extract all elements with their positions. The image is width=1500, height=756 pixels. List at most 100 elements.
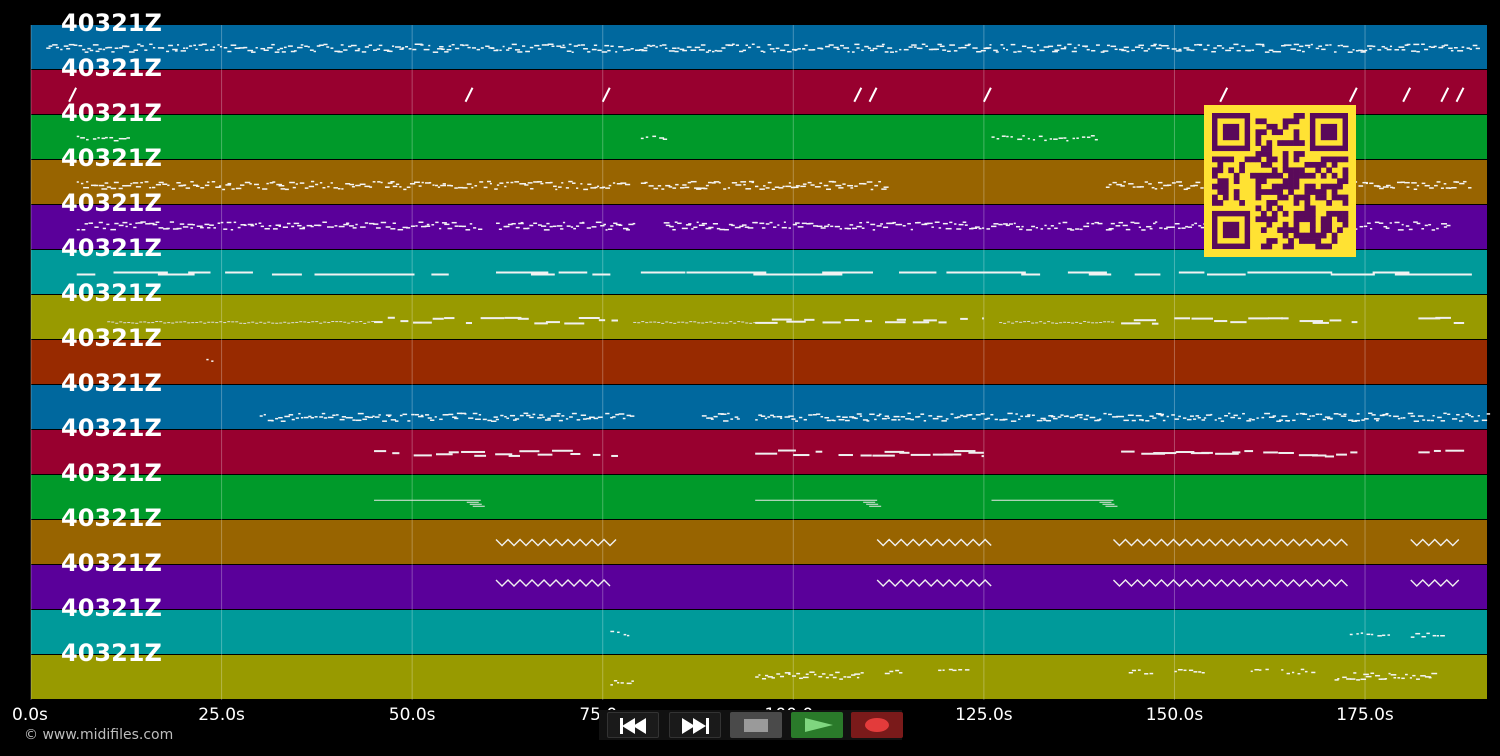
note-cluster xyxy=(76,180,631,191)
track-label: 40321Z xyxy=(61,9,162,37)
track-label: 40321Z xyxy=(61,369,162,397)
track-lane xyxy=(31,565,1487,609)
track-label: 40321Z xyxy=(61,639,162,667)
note-cluster xyxy=(1121,450,1358,458)
note-cluster xyxy=(1121,317,1358,325)
track-label: 40321Z xyxy=(61,279,162,307)
fast-forward-icon xyxy=(682,718,709,734)
note-cluster xyxy=(755,449,984,458)
note-cluster xyxy=(892,221,1103,231)
note-cluster xyxy=(1410,579,1460,587)
note-cluster xyxy=(107,321,375,324)
note-cluster xyxy=(206,358,214,362)
rewind-button[interactable] xyxy=(607,712,659,738)
note-cluster xyxy=(1348,87,1358,103)
track-lane xyxy=(31,520,1487,564)
note-cluster xyxy=(374,449,618,457)
note-cluster xyxy=(982,87,992,103)
note-cluster xyxy=(496,271,611,276)
note-cluster xyxy=(1112,579,1348,587)
note-cluster xyxy=(1418,316,1465,325)
note-cluster xyxy=(1410,632,1445,638)
note-cluster xyxy=(868,87,878,103)
note-cluster xyxy=(374,499,485,507)
track-label: 40321Z xyxy=(61,324,162,352)
fast-forward-button[interactable] xyxy=(669,712,721,738)
time-tick-label: 0.0s xyxy=(12,705,48,725)
track-label: 40321Z xyxy=(61,234,162,262)
note-cluster xyxy=(755,317,984,324)
note-cluster xyxy=(999,321,1115,324)
note-cluster xyxy=(876,538,992,547)
time-tick-label: 25.0s xyxy=(198,705,245,725)
note-cluster xyxy=(663,221,895,231)
note-cluster xyxy=(1455,87,1465,103)
note-cluster xyxy=(1402,87,1412,103)
note-cluster xyxy=(76,135,130,142)
track-lane xyxy=(31,385,1487,429)
note-cluster xyxy=(1219,87,1229,103)
time-tick-label: 125.0s xyxy=(955,705,1013,725)
track-lane xyxy=(31,295,1487,339)
note-cluster xyxy=(884,669,903,675)
time-tick-label: 50.0s xyxy=(388,705,436,725)
note-cluster xyxy=(259,412,635,422)
note-cluster xyxy=(640,271,1472,276)
copyright-text: © www.midifiles.com xyxy=(24,727,174,743)
note-cluster xyxy=(755,412,1491,422)
note-cluster xyxy=(633,321,757,324)
record-button[interactable] xyxy=(851,712,903,738)
note-cluster xyxy=(876,579,992,587)
track-label: 40321Z xyxy=(61,504,162,532)
note-cluster xyxy=(1174,668,1205,674)
note-cluster xyxy=(1112,538,1348,547)
note-cluster xyxy=(610,680,634,686)
note-cluster xyxy=(374,316,618,325)
track-label: 40321Z xyxy=(61,54,162,82)
note-cluster xyxy=(938,668,970,672)
note-cluster xyxy=(1410,538,1460,547)
track-lane xyxy=(31,655,1487,699)
note-cluster xyxy=(601,87,611,103)
note-cluster xyxy=(76,221,483,231)
note-cluster xyxy=(991,499,1118,507)
note-cluster xyxy=(496,221,636,231)
note-cluster xyxy=(755,499,882,507)
track-label: 40321Z xyxy=(61,414,162,442)
note-cluster xyxy=(1128,669,1154,675)
track-label: 40321Z xyxy=(61,459,162,487)
track-label: 40321Z xyxy=(61,189,162,217)
track-label: 40321Z xyxy=(61,144,162,172)
play-icon xyxy=(805,718,833,732)
note-cluster xyxy=(755,671,864,680)
track-label: 40321Z xyxy=(61,594,162,622)
record-icon xyxy=(865,718,889,732)
note-cluster xyxy=(464,87,474,103)
track-lane xyxy=(31,475,1487,519)
note-cluster xyxy=(68,87,78,103)
note-cluster xyxy=(853,87,863,103)
note-cluster xyxy=(640,135,668,140)
note-cluster xyxy=(495,579,611,587)
stop-icon xyxy=(744,719,768,732)
note-cluster xyxy=(495,538,617,547)
time-tick-label: 175.0s xyxy=(1336,705,1394,725)
note-cluster xyxy=(1334,672,1438,681)
note-cluster xyxy=(1418,449,1465,454)
note-cluster xyxy=(701,412,740,422)
transport-controls xyxy=(599,710,903,740)
play-button[interactable] xyxy=(791,712,843,738)
note-cluster xyxy=(991,135,1098,142)
stop-button[interactable] xyxy=(730,712,782,738)
track-label: 40321Z xyxy=(61,99,162,127)
note-cluster xyxy=(610,630,630,637)
note-cluster xyxy=(76,271,449,276)
qr-code-icon[interactable] xyxy=(1204,105,1356,257)
time-tick-label: 150.0s xyxy=(1145,705,1204,725)
note-cluster xyxy=(46,43,1480,53)
note-cluster xyxy=(1281,668,1316,675)
rewind-icon xyxy=(620,718,646,734)
track-lane xyxy=(31,610,1487,654)
note-cluster xyxy=(1440,87,1450,103)
